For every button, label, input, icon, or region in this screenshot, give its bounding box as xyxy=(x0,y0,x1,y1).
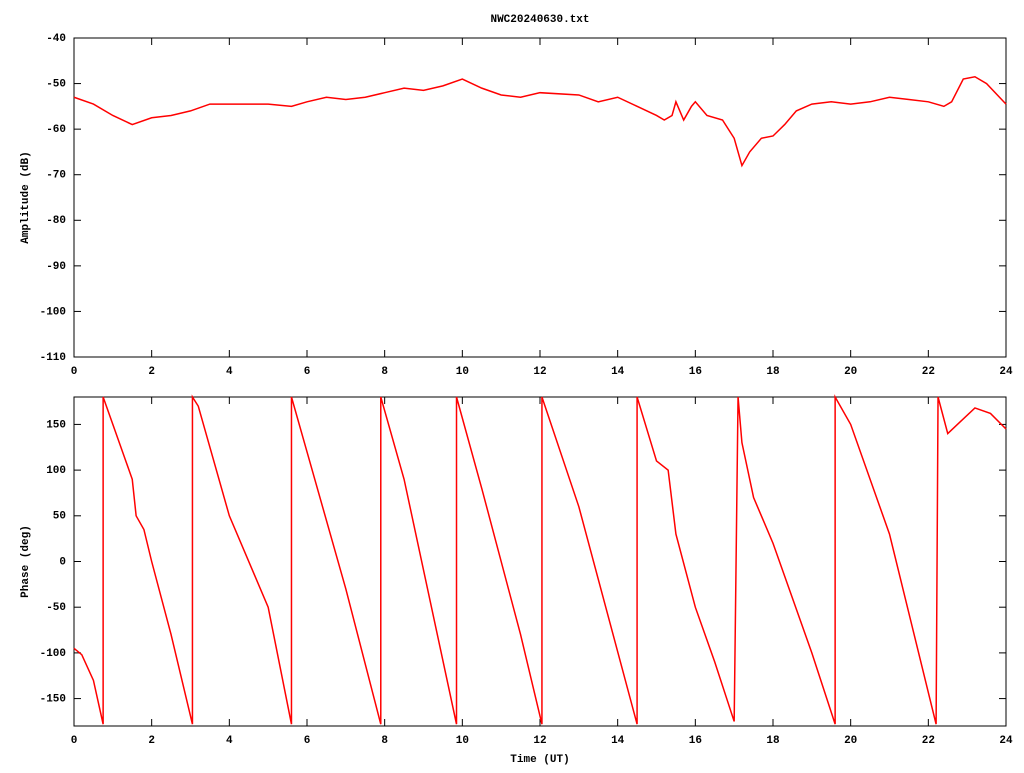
plot-frame xyxy=(73,396,1007,727)
x-tick-label: 14 xyxy=(611,735,625,747)
x-tick-label: 6 xyxy=(304,735,311,747)
x-tick-label: 4 xyxy=(226,735,233,747)
y-tick-label: 50 xyxy=(53,511,66,523)
x-tick-label: 20 xyxy=(844,735,857,747)
x-tick-label: 8 xyxy=(381,735,388,747)
y-tick-label: 150 xyxy=(46,419,66,431)
x-tick-label: 22 xyxy=(922,735,935,747)
x-tick-label: 14 xyxy=(611,366,625,378)
x-tick-label: 20 xyxy=(844,366,857,378)
y-tick-label: -110 xyxy=(40,352,66,364)
y-tick-label: 0 xyxy=(59,556,66,568)
y-tick-label: -100 xyxy=(40,306,66,318)
x-tick-label: 12 xyxy=(533,366,546,378)
y-tick-label: -50 xyxy=(46,78,66,90)
y-tick-label: -80 xyxy=(46,215,66,227)
x-tick-label: 24 xyxy=(999,735,1013,747)
x-tick-label: 18 xyxy=(766,366,780,378)
x-tick-label: 2 xyxy=(148,366,155,378)
x-axis-label: Time (UT) xyxy=(510,754,569,766)
data-line xyxy=(73,75,1007,168)
y-tick-label: -90 xyxy=(46,261,66,273)
x-tick-label: 16 xyxy=(689,366,702,378)
x-tick-label: 0 xyxy=(71,735,78,747)
x-tick-label: 18 xyxy=(766,735,780,747)
y-axis-label: Phase (deg) xyxy=(20,525,32,598)
x-tick-label: 10 xyxy=(456,735,469,747)
y-tick-label: 100 xyxy=(46,465,66,477)
x-tick-label: 22 xyxy=(922,366,935,378)
y-tick-label: -150 xyxy=(40,693,66,705)
plot-frame xyxy=(73,37,1007,358)
x-tick-label: 10 xyxy=(456,366,469,378)
x-tick-label: 16 xyxy=(689,735,702,747)
data-line xyxy=(73,394,1007,725)
y-tick-label: -40 xyxy=(46,33,66,45)
y-axis-label: Amplitude (dB) xyxy=(20,151,32,243)
x-tick-label: 2 xyxy=(148,735,155,747)
y-tick-label: -50 xyxy=(46,602,66,614)
y-tick-label: -60 xyxy=(46,124,66,136)
x-tick-label: 24 xyxy=(999,366,1013,378)
y-tick-label: -70 xyxy=(46,170,66,182)
chart-title: NWC20240630.txt xyxy=(490,14,589,26)
x-tick-label: 0 xyxy=(71,366,78,378)
x-tick-label: 12 xyxy=(533,735,546,747)
x-tick-label: 4 xyxy=(226,366,233,378)
x-tick-label: 6 xyxy=(304,366,311,378)
y-tick-label: -100 xyxy=(40,648,66,660)
x-tick-label: 8 xyxy=(381,366,388,378)
